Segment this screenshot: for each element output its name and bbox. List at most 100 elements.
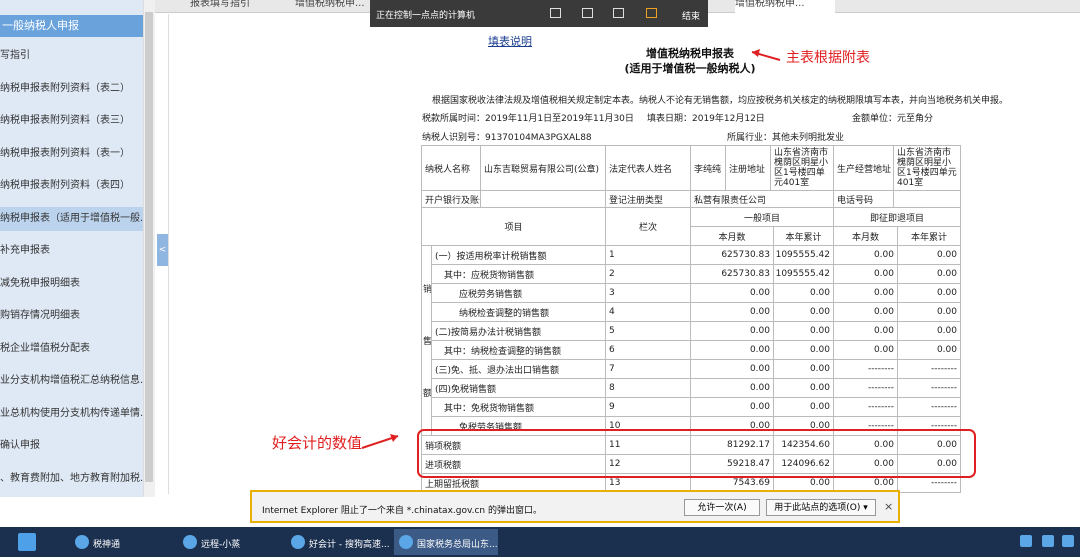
menu-item[interactable]: 纳税申报表（适用于增值税一般... <box>0 206 143 231</box>
info-cell: 山东省济南市槐荫区明星小区1号楼四单元401室 <box>770 145 834 191</box>
row-no: 11 <box>605 435 691 455</box>
row-value: 1095555.42 <box>773 264 834 284</box>
row-value: -------- <box>833 378 898 398</box>
toolbar-icon[interactable] <box>646 8 657 18</box>
menu-item[interactable]: 减免税申报明细表 <box>0 277 80 289</box>
toolbar-end[interactable]: 结束 <box>682 12 701 22</box>
tab[interactable]: 报表填写指引 <box>190 0 250 9</box>
info-cell: 纳税人名称 <box>421 145 481 191</box>
menu-item[interactable]: 纳税申报表附列资料（表四） <box>0 180 130 191</box>
row-value: 0.00 <box>897 340 961 360</box>
tray-icon[interactable] <box>1062 535 1074 547</box>
taskbar-item[interactable]: 远程-小蒸 <box>178 529 282 555</box>
row-value: 0.00 <box>773 359 834 379</box>
row-item: 进项税额 <box>421 454 606 474</box>
menu-item[interactable]: 、教育费附加、地方教育附加税... <box>0 472 143 484</box>
row-item: 纳税检查调整的销售额 <box>431 302 606 322</box>
industry: 所属行业：其他未列明批发业 <box>727 133 845 143</box>
row-value: 0.00 <box>690 378 774 398</box>
menu-item[interactable]: 业分支机构增值税汇总纳税信息... <box>0 375 143 386</box>
taskbar-icon <box>183 535 197 549</box>
row-value: 0.00 <box>690 340 774 360</box>
toolbar-status: 正在控制一点点的计算机 <box>376 11 476 21</box>
tab[interactable]: 增值税纳税申... <box>295 0 365 9</box>
toolbar-icon[interactable] <box>550 8 561 18</box>
menu-item[interactable]: 确认申报 <box>0 440 40 451</box>
sidebar <box>0 0 143 497</box>
info-cell <box>893 190 961 208</box>
row-value: 0.00 <box>690 302 774 322</box>
row-item: (三)免、抵、退办法出口销售额 <box>431 359 606 379</box>
row-item: 销项税额 <box>421 435 606 455</box>
row-value: -------- <box>897 473 961 493</box>
info-cell: 登记注册类型 <box>605 190 691 208</box>
arrow <box>361 435 399 449</box>
row-value: 0.00 <box>833 340 898 360</box>
side-label: 额 <box>423 389 433 399</box>
taskbar-icon <box>75 535 89 549</box>
row-value: 0.00 <box>833 245 898 265</box>
row-value: 81292.17 <box>690 435 774 455</box>
row-item: 免税劳务销售额 <box>431 416 606 436</box>
popup-message: Internet Explorer 阻止了一个来自 *.chinatax.gov… <box>262 506 542 516</box>
menu-item[interactable]: 购销存情况明细表 <box>0 310 80 321</box>
tray-icon[interactable] <box>1042 535 1054 547</box>
row-no: 1 <box>605 245 691 265</box>
tray-icon[interactable] <box>1020 535 1032 547</box>
row-value: 0.00 <box>773 302 834 322</box>
content-edge <box>168 14 169 494</box>
sidebar-header[interactable]: 一般纳税人申报 <box>0 15 143 37</box>
menu-item[interactable]: 纳税申报表附列资料（表三） <box>0 115 130 126</box>
menu-item[interactable]: 纳税申报表附列资料（表一） <box>0 147 130 159</box>
row-value: 0.00 <box>690 359 774 379</box>
row-no: 2 <box>605 264 691 284</box>
row-item: (二)按简易办法计税销售额 <box>431 321 606 341</box>
menu-item[interactable]: 写指引 <box>0 50 30 61</box>
note: 根据国家税收法律法规及增值税相关规定制定本表。纳税人不论有无销售额，均应按税务机… <box>432 96 1009 106</box>
taskbar-item[interactable]: 税神通 <box>70 529 174 555</box>
menu-item[interactable]: 纳税申报表附列资料（表二） <box>0 82 130 94</box>
row-value: 0.00 <box>773 378 834 398</box>
taskbar-item[interactable]: 国家税务总局山东... <box>394 529 498 555</box>
arrow-head <box>390 434 398 442</box>
row-value: -------- <box>897 416 961 436</box>
row-value: 0.00 <box>833 435 898 455</box>
row-value: 0.00 <box>833 302 898 322</box>
header-cell: 本月数 <box>833 226 898 246</box>
row-value: 625730.83 <box>690 245 774 265</box>
row-item: (一）按适用税率计税销售额 <box>431 245 606 265</box>
close-button[interactable]: × <box>884 500 894 513</box>
button[interactable]: 用于此站点的选项(O) ▾ <box>766 499 876 516</box>
menu-item[interactable]: 税企业增值税分配表 <box>0 342 90 354</box>
row-value: 0.00 <box>773 321 834 341</box>
link[interactable]: 填表说明 <box>488 35 532 48</box>
taskbar-label: 远程-小蒸 <box>201 540 241 550</box>
row-item: 其中：纳税检查调整的销售额 <box>431 340 606 360</box>
row-value: 124096.62 <box>773 454 834 474</box>
row-no: 9 <box>605 397 691 417</box>
header-cell: 栏次 <box>605 207 691 246</box>
row-value: 625730.83 <box>690 264 774 284</box>
taskbar-label: 税神通 <box>93 540 121 550</box>
info-cell: 山东吉聪贸易有限公司(公章) <box>480 145 606 191</box>
info-cell: 注册地址 <box>725 145 771 191</box>
menu-item[interactable]: 补充申报表 <box>0 245 50 256</box>
row-value: 0.00 <box>897 264 961 284</box>
popup-bar: Internet Explorer 阻止了一个来自 *.chinatax.gov… <box>250 490 900 523</box>
menu-item[interactable]: 业总机构使用分支机构传递单情... <box>0 407 143 419</box>
start-button[interactable] <box>18 533 36 551</box>
header-cell: 本年累计 <box>773 226 834 246</box>
tab[interactable]: 增值税纳税申... <box>735 0 835 13</box>
collapse-tab[interactable]: < <box>157 234 168 266</box>
row-value: 0.00 <box>690 397 774 417</box>
button[interactable]: 允许一次(A) <box>684 499 760 516</box>
taskbar-icon <box>399 535 413 549</box>
toolbar-icon[interactable] <box>582 8 593 18</box>
header-cell: 本月数 <box>690 226 774 246</box>
row-no: 7 <box>605 359 691 379</box>
toolbar-icon[interactable] <box>613 8 624 18</box>
row-value: 0.00 <box>897 454 961 474</box>
taskbar-item[interactable]: 好会计 - 搜狗高速... <box>286 529 390 555</box>
row-value: 0.00 <box>897 435 961 455</box>
fill-date: 填表日期：2019年12月12日 <box>647 114 765 124</box>
